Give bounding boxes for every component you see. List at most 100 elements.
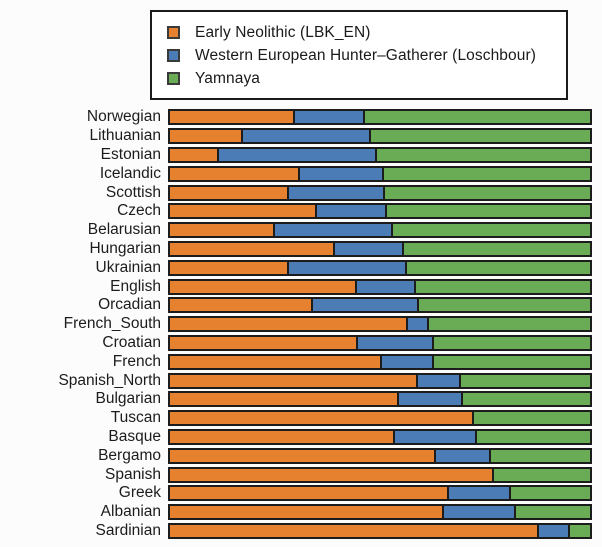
bar-row: French	[0, 352, 602, 371]
bar-segment-yamnaya	[362, 111, 590, 124]
bar-segment-yamnaya	[568, 524, 590, 537]
bar-segment-yamnaya	[416, 299, 590, 312]
legend-item-yamnaya: Yamnaya	[167, 67, 558, 90]
stacked-bar	[168, 447, 592, 464]
stacked-bar	[168, 353, 592, 370]
bar-segment-early-neolithic	[170, 336, 357, 349]
population-label: Spanish_North	[58, 371, 161, 389]
bar-segment-western-hunter-gatherer	[356, 336, 433, 349]
bar-segment-yamnaya	[382, 186, 590, 199]
bar-row: Greek	[0, 484, 602, 503]
bar-segment-early-neolithic	[170, 280, 355, 293]
bar-segment-yamnaya	[384, 205, 590, 218]
stacked-bar	[168, 165, 592, 182]
population-label: Scottish	[105, 183, 161, 201]
bar-segment-early-neolithic	[170, 449, 435, 462]
bar-segment-early-neolithic	[170, 148, 217, 161]
bar-segment-western-hunter-gatherer	[241, 130, 369, 143]
population-label: Icelandic	[99, 164, 161, 182]
bar-segment-yamnaya	[488, 449, 590, 462]
bar-segment-western-hunter-gatherer	[314, 205, 385, 218]
bar-segment-early-neolithic	[170, 355, 381, 368]
bar-segment-early-neolithic	[170, 167, 299, 180]
bar-segment-early-neolithic	[170, 224, 274, 237]
bar-row: Lithuanian	[0, 127, 602, 146]
bar-segment-yamnaya	[460, 393, 590, 406]
bar-segment-yamnaya	[391, 224, 590, 237]
bar-segment-western-hunter-gatherer	[298, 167, 382, 180]
bar-row: Albanian	[0, 503, 602, 522]
stacked-bar	[168, 334, 592, 351]
bar-row: Estonian	[0, 146, 602, 165]
population-label: Bergamo	[98, 446, 161, 464]
population-label: Croatian	[102, 333, 161, 351]
population-label: Estonian	[100, 145, 161, 163]
stacked-bar	[168, 278, 592, 295]
bar-segment-yamnaya	[405, 261, 590, 274]
bar-segment-yamnaya	[432, 336, 590, 349]
bar-row: Bulgarian	[0, 390, 602, 409]
population-label: Albanian	[100, 503, 161, 521]
population-label: Spanish	[104, 465, 161, 483]
bar-segment-western-hunter-gatherer	[287, 186, 383, 199]
bar-segment-western-hunter-gatherer	[406, 318, 428, 331]
bar-row: Hungarian	[0, 240, 602, 259]
bar-segment-early-neolithic	[170, 130, 242, 143]
bar-segment-yamnaya	[381, 167, 590, 180]
bar-segment-yamnaya	[471, 412, 590, 425]
legend-label-early-neolithic: Early Neolithic (LBK_EN)	[195, 23, 371, 41]
bar-row: Croatian	[0, 334, 602, 353]
bar-segment-early-neolithic	[170, 487, 448, 500]
stacked-bar	[168, 485, 592, 502]
population-label: English	[110, 277, 161, 295]
bar-segment-early-neolithic	[170, 412, 472, 425]
stacked-bar	[168, 504, 592, 521]
legend-swatch-early-neolithic-icon	[167, 26, 180, 39]
bar-row: Belarusian	[0, 221, 602, 240]
bar-segment-early-neolithic	[170, 430, 393, 443]
bar-segment-early-neolithic	[170, 506, 443, 519]
bar-segment-yamnaya	[508, 487, 590, 500]
stacked-bar	[168, 203, 592, 220]
stacked-bar-chart: Norwegian Lithuanian Estonian Icelandic Scot…	[0, 108, 602, 540]
bar-segment-western-hunter-gatherer	[392, 430, 475, 443]
bar-row: Bergamo	[0, 446, 602, 465]
bar-segment-yamnaya	[427, 318, 590, 331]
bar-segment-early-neolithic	[170, 374, 417, 387]
bar-segment-yamnaya	[414, 280, 590, 293]
bar-segment-yamnaya	[474, 430, 590, 443]
population-label: Norwegian	[86, 108, 161, 126]
bar-segment-early-neolithic	[170, 468, 492, 481]
stacked-bar	[168, 372, 592, 389]
population-label: Basque	[108, 427, 161, 445]
bar-row: Ukrainian	[0, 258, 602, 277]
bar-rows: Norwegian Lithuanian Estonian Icelandic Scot…	[0, 108, 602, 540]
population-label: Greek	[118, 484, 161, 502]
bar-row: Orcadian	[0, 296, 602, 315]
bar-segment-western-hunter-gatherer	[273, 224, 392, 237]
population-label: Sardinian	[95, 521, 162, 539]
bar-segment-early-neolithic	[170, 299, 312, 312]
stacked-bar	[168, 184, 592, 201]
bar-row: Spanish_North	[0, 371, 602, 390]
population-label: Orcadian	[98, 296, 161, 314]
bar-row: Spanish	[0, 465, 602, 484]
stacked-bar	[168, 466, 592, 483]
population-label: Bulgarian	[95, 390, 162, 408]
population-label: Lithuanian	[89, 127, 161, 145]
stacked-bar	[168, 222, 592, 239]
bar-segment-western-hunter-gatherer	[354, 280, 415, 293]
bar-segment-early-neolithic	[170, 242, 333, 255]
stacked-bar	[168, 316, 592, 333]
bar-segment-western-hunter-gatherer	[380, 355, 433, 368]
stacked-bar	[168, 146, 592, 163]
stacked-bar	[168, 128, 592, 145]
population-label: French_South	[63, 315, 161, 333]
bar-segment-western-hunter-gatherer	[287, 261, 406, 274]
bar-segment-western-hunter-gatherer	[311, 299, 417, 312]
bar-row: French_South	[0, 315, 602, 334]
stacked-bar	[168, 522, 592, 539]
bar-segment-western-hunter-gatherer	[416, 374, 459, 387]
population-label: Czech	[117, 202, 161, 220]
